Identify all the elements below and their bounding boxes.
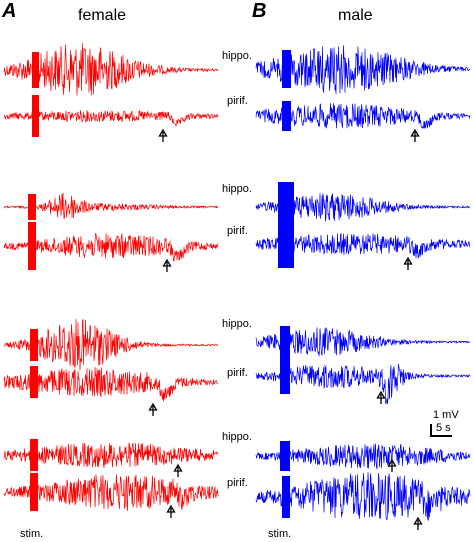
hippo-label-2: hippo. (222, 183, 252, 195)
stim-label-female: stim. (20, 528, 43, 540)
eeg-trace (3, 232, 219, 262)
up-arrow-icon (166, 504, 176, 518)
hippo-label-4: hippo. (222, 431, 252, 443)
pirif-label-4: pirif. (227, 477, 248, 489)
up-arrow-icon (376, 390, 386, 404)
stim-artifact (278, 182, 294, 232)
panel-b-letter: B (252, 0, 266, 22)
stim-artifact (30, 473, 38, 511)
eeg-trace (255, 443, 471, 470)
scale-bar-lines (430, 424, 452, 437)
eeg-trace (255, 472, 471, 521)
eeg-trace (3, 192, 219, 220)
stim-artifact (280, 441, 290, 471)
stim-artifact (278, 220, 294, 268)
up-arrow-icon (162, 258, 172, 272)
up-arrow-icon (158, 128, 168, 142)
eeg-trace (255, 45, 471, 94)
up-arrow-icon (410, 128, 420, 142)
stim-artifact (32, 52, 39, 88)
pirif-label-3: pirif. (227, 367, 248, 379)
up-arrow-icon (148, 402, 158, 416)
panel-a-letter: A (1, 0, 16, 22)
up-arrow-icon (173, 463, 183, 477)
eeg-trace (255, 363, 471, 405)
stim-artifact (282, 50, 291, 88)
stim-artifact (30, 439, 38, 471)
stim-label-male: stim. (268, 528, 291, 540)
pirif-label-1: pirif. (227, 95, 248, 107)
stim-artifact (28, 222, 36, 270)
hippo-label-3: hippo. (222, 318, 252, 330)
stim-artifact (28, 194, 36, 220)
eeg-trace (3, 318, 219, 371)
scale-bar-voltage: 1 mV (433, 409, 459, 421)
stim-artifact (32, 95, 39, 137)
panel-a-title: female (78, 7, 126, 24)
eeg-trace (3, 43, 219, 96)
panel-b-title: male (338, 7, 373, 24)
scale-bar-time: 5 s (436, 422, 451, 434)
pirif-label-2: pirif. (227, 225, 248, 237)
eeg-trace (3, 474, 219, 511)
arrows (148, 128, 423, 530)
stim-artifact (30, 329, 38, 361)
up-arrow-icon (387, 458, 397, 472)
eeg-trace (255, 103, 471, 129)
eeg-trace (3, 367, 219, 402)
traces (3, 43, 471, 521)
hippo-label-1: hippo. (222, 50, 252, 62)
up-arrow-icon (413, 516, 423, 530)
stim-artifact (280, 358, 290, 394)
eeg-trace (3, 442, 219, 469)
stim-artifact (282, 476, 290, 518)
stim-artifact (30, 366, 38, 398)
up-arrow-icon (403, 256, 413, 270)
eeg-trace (3, 110, 219, 128)
eeg-trace (255, 327, 471, 357)
scale-bar: 1 mV 5 s (430, 409, 459, 437)
stim-artifact (280, 326, 290, 358)
stim-artifact (282, 101, 291, 131)
